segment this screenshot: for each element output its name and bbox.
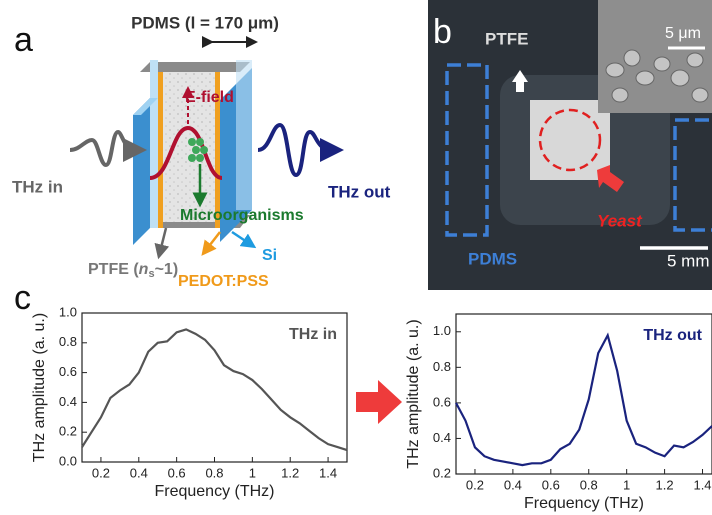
x-tick-label: 0.4 [504,477,522,492]
sem-cells [605,49,709,103]
si-left [150,60,158,228]
x-tick-label: 0.6 [168,465,186,480]
x-axis-label: Frequency (THz) [524,495,644,512]
panel-b: b PTFE 5 μm Yeast PDMS 5 mm [428,0,712,290]
y-tick-label: 0.0 [59,453,77,468]
y-axis-label: THz amplitude (a. u.) [405,319,422,468]
ptfe-n: n [139,261,149,278]
x-tick-label: 0.2 [466,477,484,492]
yeast-region [538,108,602,172]
plot-frame [455,313,712,475]
x-tick-label: 0.4 [130,465,148,480]
x-tick-label: 0.6 [542,477,560,492]
y-tick-label: 0.8 [59,334,77,349]
pdms-label: PDMS [468,249,517,268]
pedot-label: PEDOT:PSS [178,273,269,290]
x-tick-label: 1 [249,465,256,480]
inset-scale-label: 5 μm [665,25,701,42]
series-label: THz out [643,327,702,344]
data-line [455,332,712,467]
transition-arrow [356,380,402,424]
si-arrow [231,230,257,249]
x-tick-label: 0.8 [205,465,223,480]
y-tick-label: 0.6 [433,394,451,409]
panel-a: a PDMS (l = 170 μm) E-field THz in THz o… [12,13,391,290]
panel-label: a [14,21,33,59]
y-axis-label: THz amplitude (a. u.) [31,313,48,462]
ptfe-label: PTFE (ns~1) [88,261,178,280]
pedot-left [158,72,163,228]
panel-label: c [14,279,31,317]
y-tick-label: 0.8 [433,359,451,374]
x-tick-label: 1.4 [319,465,337,480]
pdms-region [673,118,712,232]
e-field-label: E-field [185,89,234,106]
microorganisms-label: Microorganisms [180,207,304,224]
ptfe-label: PTFE [485,29,528,48]
ptfe-text: ~1) [155,261,179,278]
ptfe-square [530,100,610,180]
ptfe-sub: s [148,268,154,280]
scale-label: 5 mm [667,251,710,270]
e-field-wave [149,125,223,180]
y-tick-label: 0.2 [59,424,77,439]
ptfe-arrow [154,227,170,260]
y-tick-label: 0.2 [433,465,451,480]
y-tick-label: 0.4 [433,430,451,445]
pdms-label: PDMS (l = 170 μm) [131,13,279,32]
x-tick-label: 0.2 [92,465,110,480]
si-label: Si [262,247,277,264]
data-line [81,328,348,452]
x-tick-label: 1 [623,477,630,492]
x-tick-label: 1.2 [281,465,299,480]
pedot-arrow [201,231,221,256]
thz-in-label: THz in [12,177,63,196]
x-axis-label: Frequency (THz) [154,483,274,500]
y-tick-label: 1.0 [433,323,451,338]
si-left-top [133,98,158,115]
y-tick-label: 0.4 [59,394,77,409]
yeast-arrow [597,165,624,192]
si-right [236,60,252,210]
thz-out-label: THz out [328,182,391,201]
thz-in-wave [69,129,147,168]
si-left-side [133,98,150,245]
ptfe-arrow [512,70,528,92]
y-tick-label: 1.0 [59,304,77,319]
thz-out-wave [257,122,344,178]
pdms-region [445,63,489,237]
pedot-right [215,72,220,228]
x-tick-label: 0.8 [580,477,598,492]
pdms-top [140,62,250,72]
x-tick-label: 1.2 [656,477,674,492]
panel-label: b [433,13,452,51]
x-tick-label: 1.4 [693,477,711,492]
ptfe-text: PTFE ( [88,261,139,278]
y-tick-label: 0.6 [59,364,77,379]
series-label: THz in [289,326,337,343]
yeast-label: Yeast [597,211,643,230]
microorganism-cluster [188,138,208,162]
